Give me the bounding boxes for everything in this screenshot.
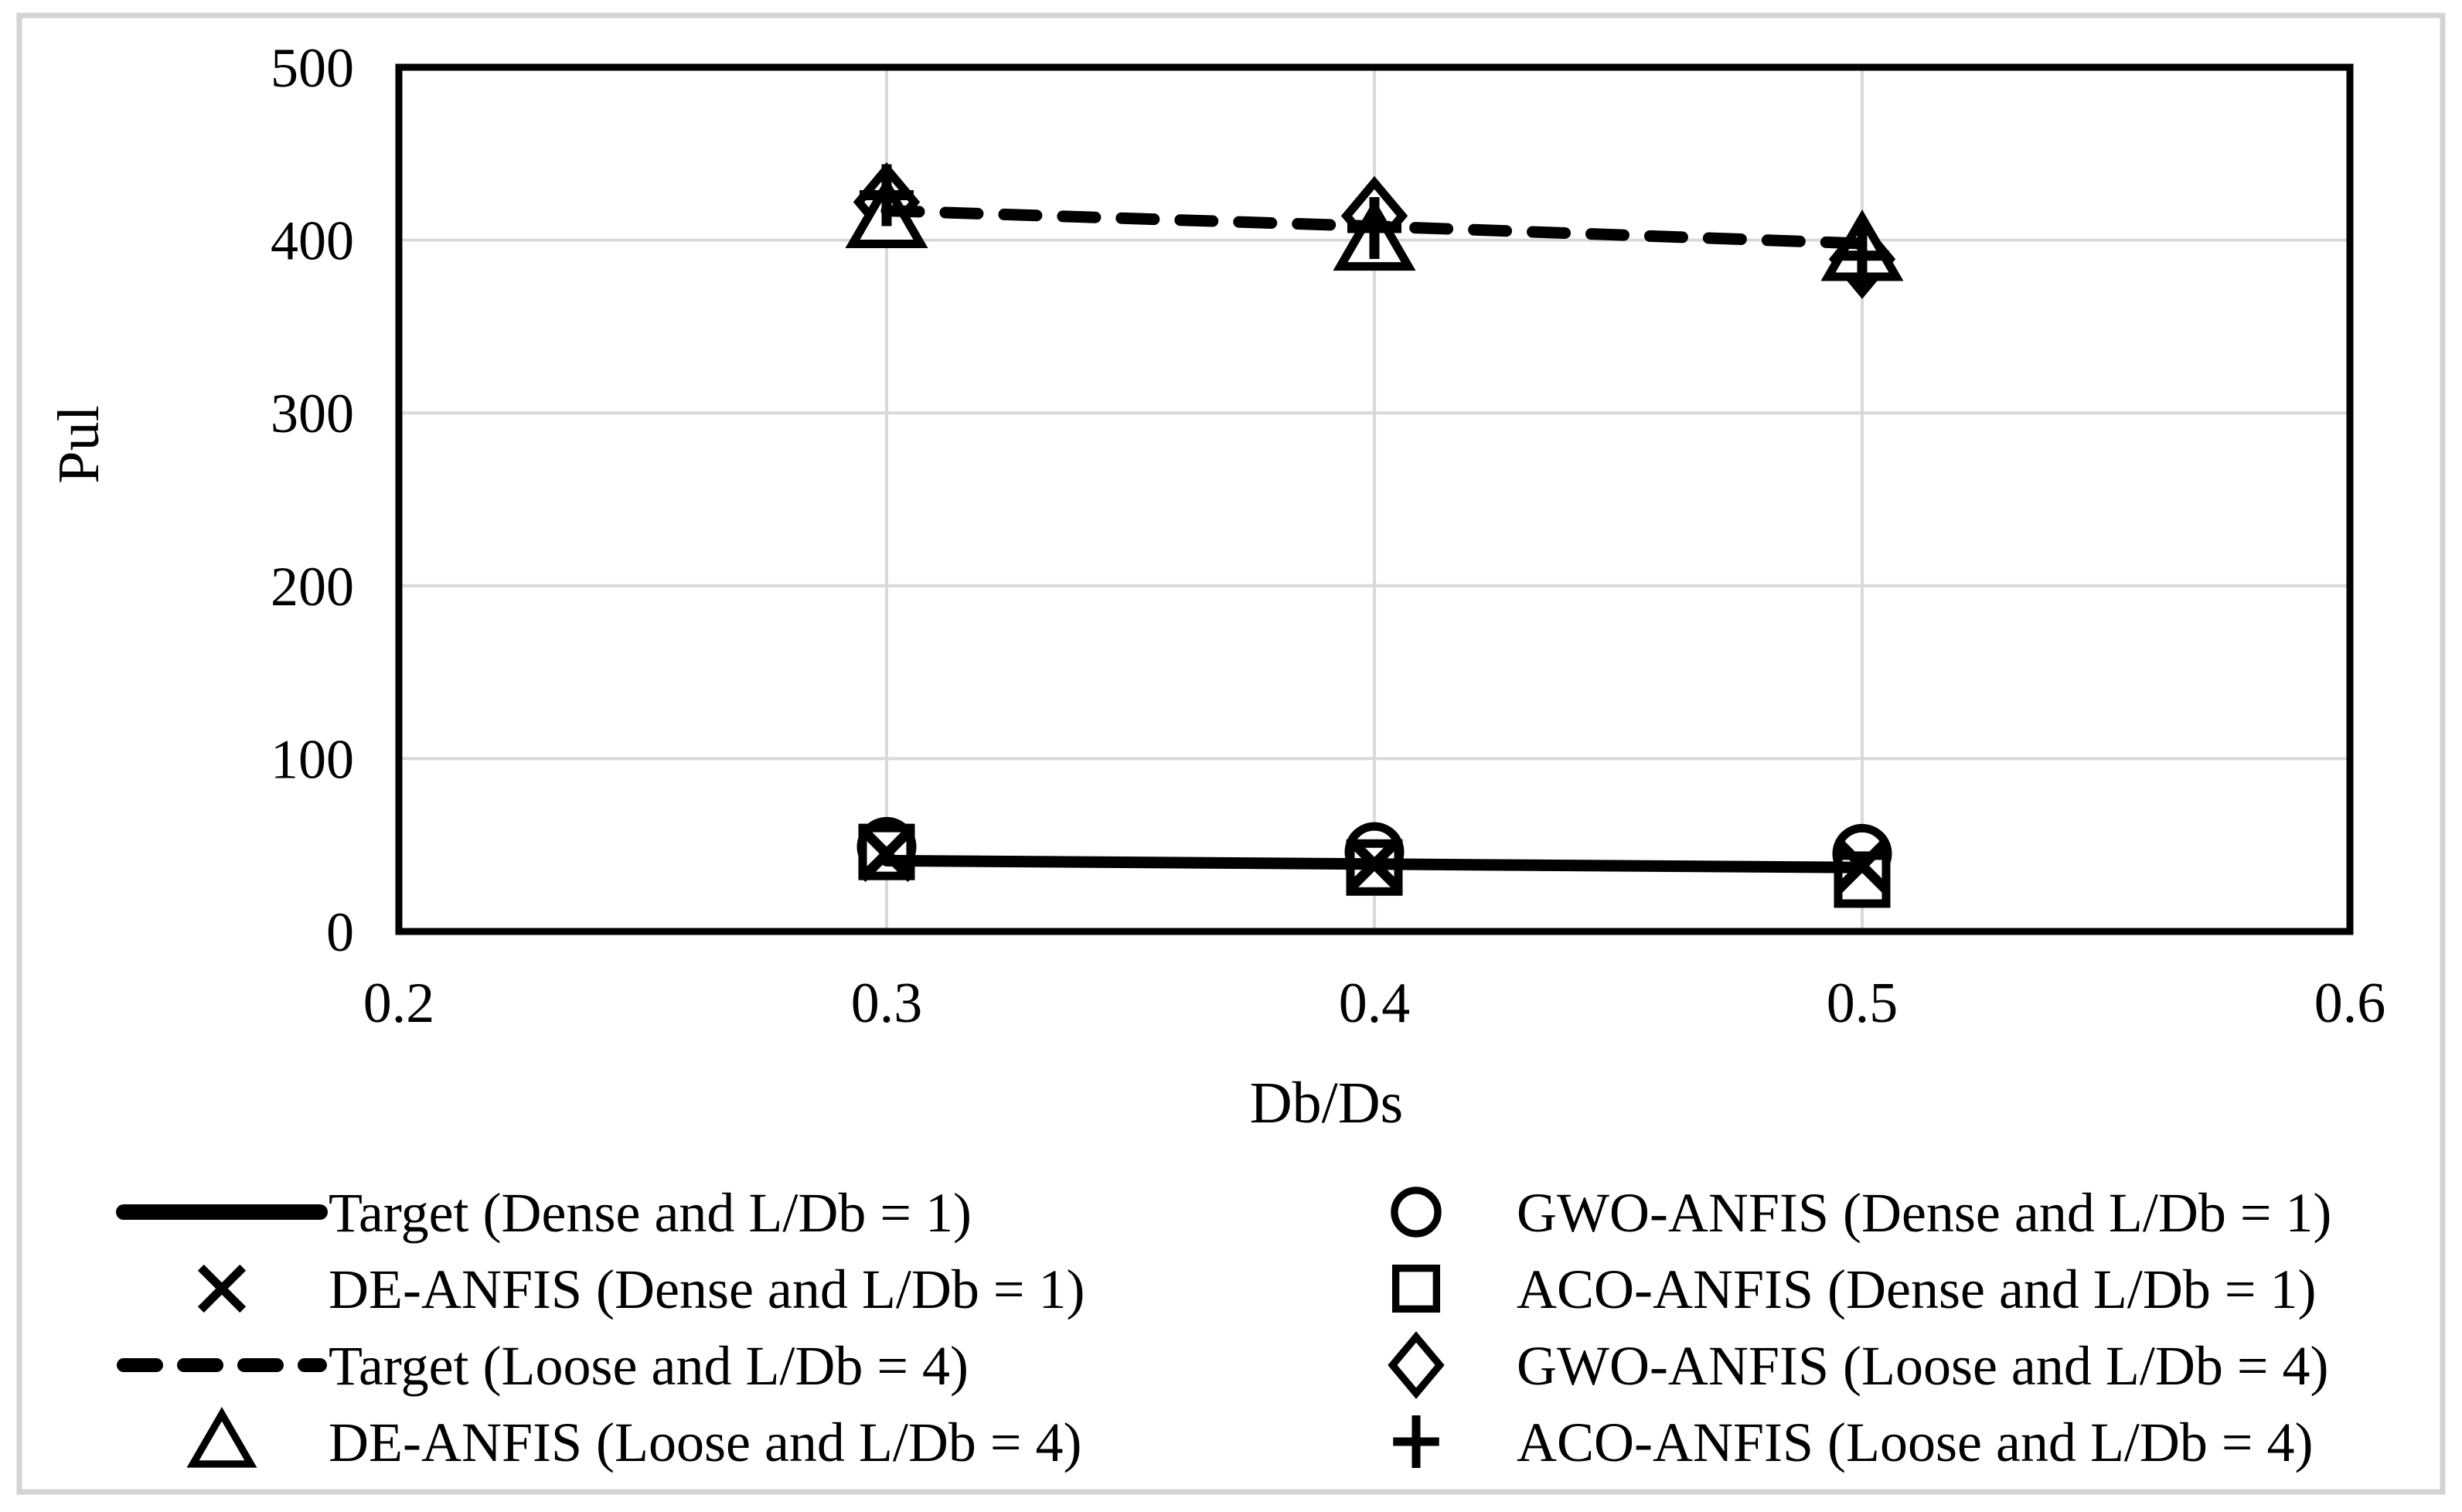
legend-label: DE-ANFIS (Loose and L/Db = 4): [329, 1412, 1081, 1473]
x-tick-label-0.2: 0.2: [363, 972, 435, 1035]
x-stroke: [1834, 837, 1891, 894]
y-tick-label-0: 0: [326, 901, 354, 963]
plus-marker: [1835, 224, 1889, 287]
y-tick-label-200: 200: [271, 556, 354, 618]
legend-item: GWO-ANFIS (Dense and L/Db = 1): [1391, 1182, 2331, 1244]
x-stroke: [858, 825, 915, 882]
series-markers-de-anfis-dense-and-l-db-1-: [858, 825, 1891, 894]
x-tick-label-0.3: 0.3: [851, 972, 923, 1035]
legend-item: ACO-ANFIS (Loose and L/Db = 4): [1393, 1412, 2314, 1473]
legend: Target (Dense and L/Db = 1) DE-ANFIS (Den…: [116, 1182, 2331, 1473]
plus-marker: [860, 164, 914, 226]
legend-label: DE-ANFIS (Dense and L/Db = 1): [329, 1258, 1085, 1320]
y-tick-label-400: 400: [271, 210, 354, 272]
x-axis-title: Db/Ds: [1250, 1071, 1403, 1136]
x-stroke: [1346, 836, 1403, 893]
x-marker: [1346, 836, 1403, 893]
y-tick-label-300: 300: [271, 383, 354, 444]
figure-border: [16, 12, 2446, 1495]
legend-label: GWO-ANFIS (Loose and L/Db = 4): [1517, 1335, 2328, 1397]
x-marker: [1834, 837, 1891, 894]
legend-label: Target (Dense and L/Db = 1): [329, 1182, 972, 1244]
x-tick-label-0.6: 0.6: [2314, 972, 2386, 1035]
series-markers-aco-anfis-loose-and-l-db-4-: [860, 164, 1889, 287]
legend-label: Target (Loose and L/Db = 4): [329, 1335, 969, 1397]
legend-item: DE-ANFIS (Dense and L/Db = 1): [197, 1258, 1085, 1320]
x-tick-label-0.4: 0.4: [1339, 972, 1411, 1035]
x-marker: [858, 825, 915, 882]
legend-label: GWO-ANFIS (Dense and L/Db = 1): [1517, 1182, 2331, 1244]
axis-tick-labels: 0 100 200 300 400 500 0.2 0.3 0.4 0.5 0.6: [271, 37, 2385, 1035]
legend-swatch-circle: [1391, 1187, 1442, 1238]
legend-item: GWO-ANFIS (Loose and L/Db = 4): [1388, 1331, 2328, 1399]
legend-swatch-triangle: [186, 1406, 257, 1468]
x-tick-label-0.5: 0.5: [1827, 972, 1898, 1035]
legend-item: DE-ANFIS (Loose and L/Db = 4): [186, 1406, 1081, 1473]
plus-marker: [1347, 196, 1401, 259]
plot-frame: [395, 63, 2354, 935]
legend-swatch-plus: [1393, 1415, 1439, 1468]
y-tick-label-100: 100: [271, 728, 354, 790]
x-stroke: [197, 1264, 247, 1313]
legend-label: ACO-ANFIS (Dense and L/Db = 1): [1517, 1258, 2316, 1320]
y-axis-title: Pul: [46, 405, 111, 483]
legend-item: Target (Loose and L/Db = 4): [117, 1335, 969, 1397]
legend-swatch-x: [197, 1264, 247, 1313]
legend-item: Target (Dense and L/Db = 1): [116, 1182, 972, 1244]
legend-swatch-square: [1391, 1264, 1441, 1313]
legend-label: ACO-ANFIS (Loose and L/Db = 4): [1517, 1412, 2314, 1473]
y-tick-label-500: 500: [271, 37, 354, 99]
legend-item: ACO-ANFIS (Dense and L/Db = 1): [1391, 1258, 2316, 1320]
legend-swatch-diamond: [1388, 1331, 1445, 1399]
